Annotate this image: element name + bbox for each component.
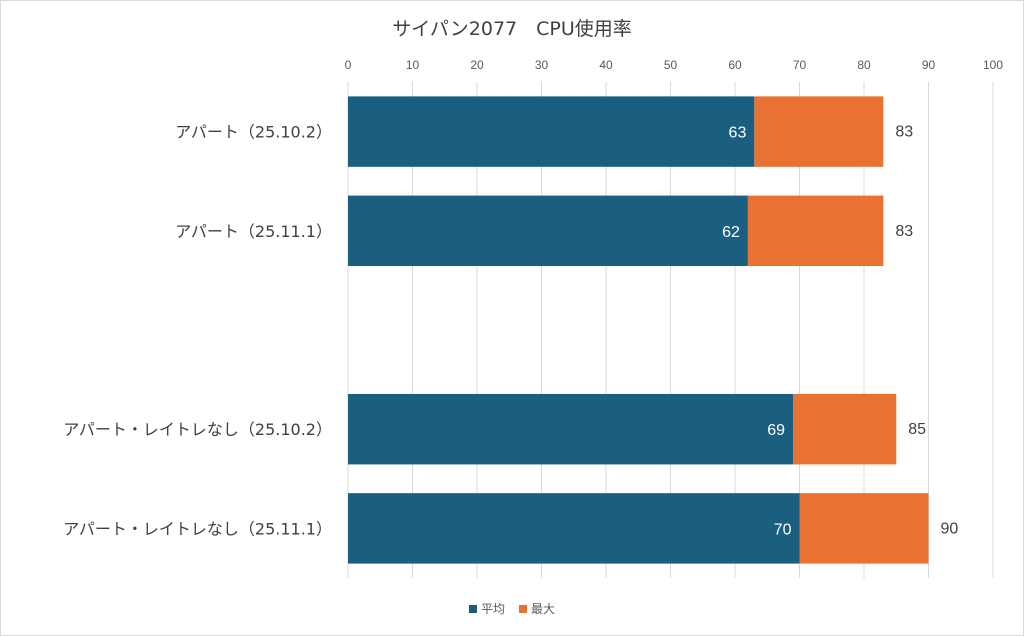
- x-tick-label: 50: [664, 58, 678, 72]
- bar-average: [348, 493, 800, 564]
- data-label-max: 83: [895, 124, 913, 141]
- data-label-max: 83: [895, 223, 913, 240]
- bar-max: [747, 195, 884, 267]
- category-label: アパート（25.11.1）: [175, 222, 332, 241]
- bar-average: [348, 96, 755, 167]
- bar-average: [348, 393, 794, 465]
- x-tick-label: 60: [728, 58, 742, 72]
- legend-item-max: 最大: [519, 600, 555, 617]
- data-label-average: 69: [767, 422, 785, 439]
- data-label-max: 85: [908, 421, 926, 438]
- bar-average: [348, 195, 748, 267]
- data-label-average: 62: [722, 224, 740, 241]
- x-tick-label: 10: [406, 58, 420, 72]
- x-tick-label: 30: [535, 58, 549, 72]
- bar-max: [793, 393, 897, 465]
- x-tick-label: 20: [470, 58, 484, 72]
- legend-label-average: 平均: [480, 602, 505, 616]
- x-tick-label: 80: [857, 58, 871, 72]
- data-label-average: 70: [774, 521, 792, 538]
- x-tick-label: 40: [599, 58, 613, 72]
- data-label-average: 63: [729, 125, 747, 142]
- legend-item-average: 平均: [468, 600, 505, 617]
- category-label: アパート（25.10.2）: [175, 123, 332, 142]
- legend-swatch-max: [519, 604, 527, 613]
- x-tick-label: 0: [345, 58, 352, 72]
- x-tick-label: 100: [983, 58, 1003, 72]
- category-label: アパート・レイトレなし（25.10.2）: [63, 420, 332, 439]
- chart-title: サイパン2077 CPU使用率: [392, 18, 632, 40]
- bar-max: [799, 493, 929, 564]
- category-label: アパート・レイトレなし（25.11.1）: [63, 519, 332, 538]
- data-label-max: 90: [941, 520, 959, 537]
- x-tick-label: 70: [793, 58, 807, 72]
- x-tick-label: 90: [922, 58, 936, 72]
- bar-max: [754, 96, 884, 167]
- legend-label-max: 最大: [531, 602, 556, 616]
- legend: 平均 最大: [0, 600, 1024, 617]
- legend-swatch-average: [468, 604, 477, 613]
